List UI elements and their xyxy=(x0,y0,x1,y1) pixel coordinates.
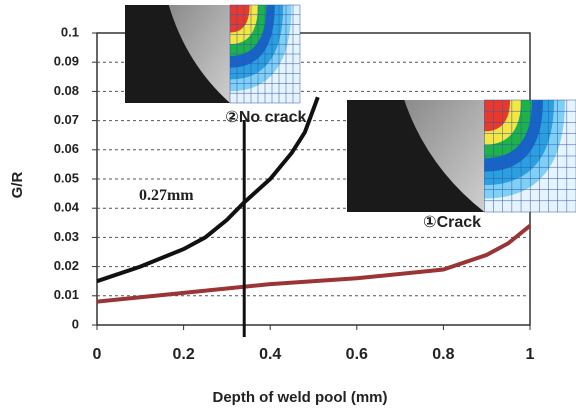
x-tick-label: 0.8 xyxy=(432,346,454,363)
y-tick-label: 0.04 xyxy=(54,200,80,215)
y-tick-label: 0.05 xyxy=(54,170,79,185)
chart: Depth of weld pool (mm) G/R 0 0.01 0.02 0.0… xyxy=(0,0,576,411)
y-tick-label: 0.03 xyxy=(54,229,79,244)
y-tick-label: 0.07 xyxy=(54,112,79,127)
y-tick-label: 0.01 xyxy=(54,287,79,302)
x-tick-label: 0.6 xyxy=(346,346,368,363)
inset-image xyxy=(125,5,300,103)
annotation: 0.27mm xyxy=(139,187,194,204)
x-tick-label: 1 xyxy=(526,346,535,363)
x-tick-label: 0.4 xyxy=(259,346,281,363)
y-tick-label: 0.06 xyxy=(54,141,79,156)
y-tick-label: 0.09 xyxy=(54,54,79,69)
annotation: ①Crack xyxy=(423,214,481,231)
x-axis-label: Depth of weld pool (mm) xyxy=(213,389,388,406)
y-tick-label: 0.02 xyxy=(54,258,79,273)
x-tick-label: 0.2 xyxy=(172,346,194,363)
annotation: ②No crack xyxy=(225,109,306,126)
y-tick-label: 0.08 xyxy=(54,83,79,98)
y-tick-label: 0 xyxy=(72,316,79,331)
inset-image xyxy=(347,100,576,212)
y-tick-label: 0.1 xyxy=(61,24,79,39)
x-tick-label: 0 xyxy=(93,346,102,363)
y-axis-label: G/R xyxy=(9,172,26,199)
